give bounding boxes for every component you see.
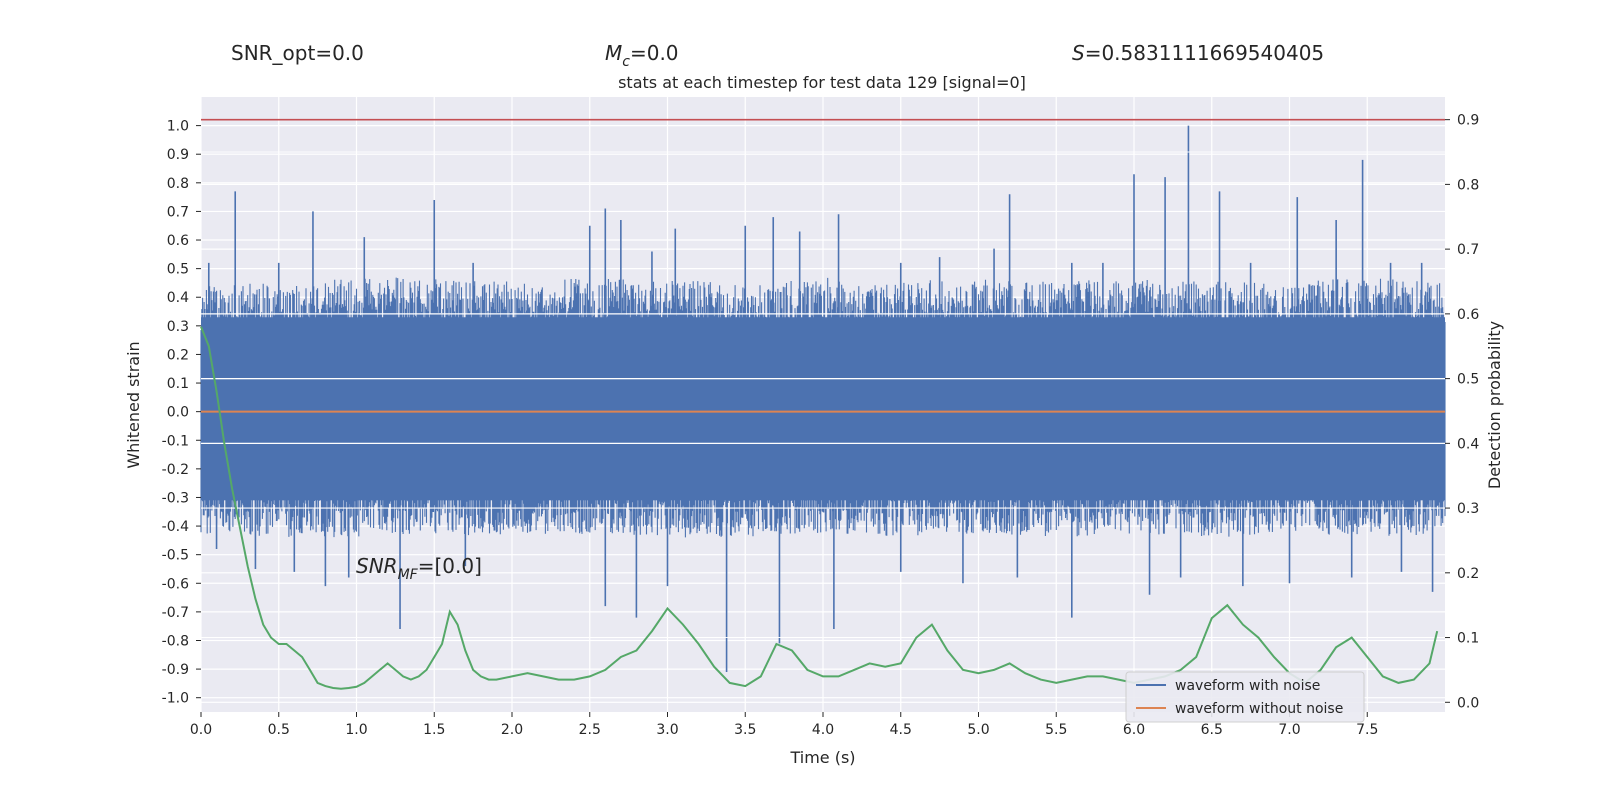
y-tick-label-16: 0.6: [167, 233, 189, 249]
plot-content: [200, 118, 1446, 690]
series-detection-probability: [200, 326, 1439, 690]
x-tick-label-6: 3.0: [656, 722, 678, 738]
y-tick-label-5: -0.5: [162, 548, 189, 564]
legend-label-clean: waveform without noise: [1175, 701, 1343, 717]
x-tick-label-1: 0.5: [268, 722, 290, 738]
y-tick-label-6: -0.4: [162, 519, 189, 535]
x-tick-label-14: 7.0: [1278, 722, 1300, 738]
y-axis-label-left: Whitened strain: [124, 341, 143, 468]
x-tick-label-2: 1.0: [345, 722, 367, 738]
y2-tick-label-4: 0.4: [1457, 436, 1479, 452]
y-tick-label-15: 0.5: [167, 262, 189, 278]
series-noise-core: [201, 317, 1445, 501]
x-tick-label-12: 6.0: [1123, 722, 1145, 738]
s-statistic-label: S=0.5831111669540405: [1072, 41, 1324, 65]
legend-label-noise: waveform with noise: [1175, 678, 1320, 694]
y-tick-label-19: 0.9: [167, 147, 189, 163]
x-tick-label-15: 7.5: [1356, 722, 1378, 738]
y-tick-label-17: 0.7: [167, 204, 189, 220]
y2-tick-label-8: 0.8: [1457, 177, 1479, 193]
y-tick-label-13: 0.3: [167, 319, 189, 335]
x-tick-label-9: 4.5: [890, 722, 912, 738]
x-tick-label-4: 2.0: [501, 722, 523, 738]
y-tick-label-1: -0.9: [162, 662, 189, 678]
y2-tick-label-5: 0.5: [1457, 372, 1479, 388]
x-tick-label-0: 0.0: [190, 722, 212, 738]
y-tick-label-0: -1.0: [162, 691, 189, 707]
y-tick-label-3: -0.7: [162, 605, 189, 621]
y-tick-label-9: -0.1: [162, 433, 189, 449]
x-tick-label-3: 1.5: [423, 722, 445, 738]
y2-tick-label-9: 0.9: [1457, 113, 1479, 129]
y-tick-label-14: 0.4: [167, 290, 189, 306]
x-tick-label-5: 2.5: [579, 722, 601, 738]
x-tick-label-7: 3.5: [734, 722, 756, 738]
y-tick-label-18: 0.8: [167, 176, 189, 192]
chart-title: stats at each timestep for test data 129…: [618, 73, 1026, 92]
y2-tick-label-7: 0.7: [1457, 242, 1479, 258]
y2-tick-label-1: 0.1: [1457, 631, 1479, 647]
y-tick-label-12: 0.2: [167, 347, 189, 363]
y-tick-label-4: -0.6: [162, 576, 189, 592]
y-tick-label-20: 1.0: [167, 119, 189, 135]
x-tick-label-10: 5.0: [967, 722, 989, 738]
x-tick-label-8: 4.0: [812, 722, 834, 738]
x-tick-label-11: 5.5: [1045, 722, 1067, 738]
legend: waveform with noise waveform without noi…: [1125, 671, 1365, 723]
legend-box: [1125, 671, 1365, 723]
ticks: 0.0 0.5 1.0 1.5 2.0 2.5 3.0 3.5 4.0 4.5 5.0 5.5 6.0 6…: [162, 113, 1480, 738]
y2-tick-label-3: 0.3: [1457, 501, 1479, 517]
y-tick-label-2: -0.8: [162, 633, 189, 649]
y-tick-label-10: 0.0: [167, 405, 189, 421]
x-tick-label-13: 6.5: [1201, 722, 1223, 738]
snr-opt-label: SNR_opt=0.0: [231, 41, 364, 65]
y-tick-label-11: 0.1: [167, 376, 189, 392]
snr-mf-annotation: SNRMF=[0.0]: [356, 554, 482, 583]
y2-tick-label-6: 0.6: [1457, 307, 1479, 323]
chirp-mass-label: Mc=0.0: [605, 41, 679, 70]
x-axis-label: Time (s): [789, 748, 855, 767]
y-axis-label-right: Detection probability: [1485, 321, 1504, 489]
y2-tick-label-2: 0.2: [1457, 566, 1479, 582]
y-tick-label-8: -0.2: [162, 462, 189, 478]
y2-tick-label-0: 0.0: [1457, 695, 1479, 711]
y-tick-label-7: -0.3: [162, 490, 189, 506]
